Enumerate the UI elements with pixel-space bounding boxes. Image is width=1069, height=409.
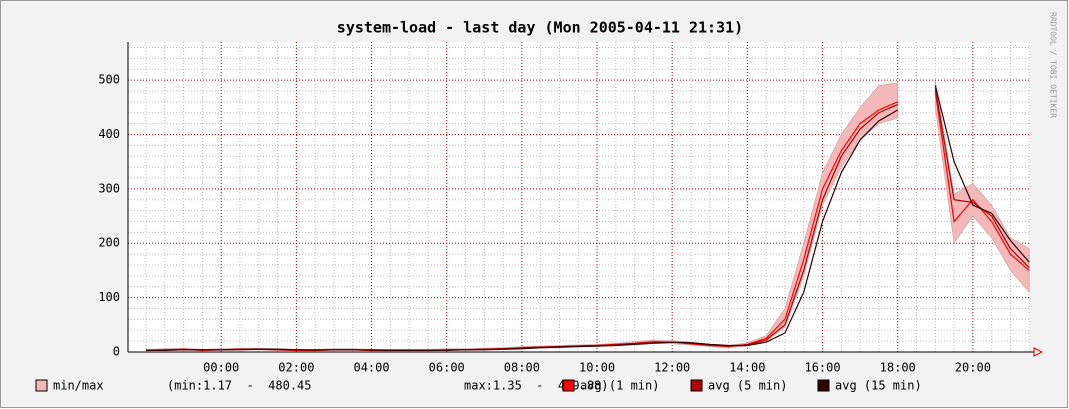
x-tick-label: 08:00 xyxy=(504,361,540,375)
legend-stat: (min:1.17 - 480.45 xyxy=(167,379,312,393)
x-tick-label: 00:00 xyxy=(203,361,239,375)
x-tick-label: 18:00 xyxy=(880,361,916,375)
y-tick-label: 400 xyxy=(98,127,120,141)
watermark: RRDTOOL / TOBI OETIKER xyxy=(1049,12,1058,118)
x-tick-label: 14:00 xyxy=(729,361,765,375)
legend-label: avg (1 min) xyxy=(580,379,659,393)
x-tick-label: 12:00 xyxy=(654,361,690,375)
legend-swatch xyxy=(35,379,48,392)
axis-arrow xyxy=(1033,347,1044,357)
legend-swatch xyxy=(817,379,830,392)
series-line xyxy=(146,85,1030,351)
x-tick-label: 06:00 xyxy=(429,361,465,375)
x-tick-label: 02:00 xyxy=(278,361,314,375)
min-max-band xyxy=(934,80,1030,293)
legend-label: avg (15 min) xyxy=(835,379,922,393)
legend-swatch xyxy=(562,379,575,392)
x-tick-label: 20:00 xyxy=(955,361,991,375)
y-tick-label: 500 xyxy=(98,73,120,87)
legend-label: min/max xyxy=(53,379,104,393)
chart-title: system-load - last day (Mon 2005-04-11 2… xyxy=(337,19,743,37)
y-tick-label: 300 xyxy=(98,181,120,195)
y-tick-label: 200 xyxy=(98,236,120,250)
y-tick-label: 100 xyxy=(98,290,120,304)
legend-label: avg (5 min) xyxy=(708,379,787,393)
y-tick-label: 0 xyxy=(113,345,120,359)
legend-swatch xyxy=(690,379,703,392)
x-tick-label: 10:00 xyxy=(579,361,615,375)
x-tick-label: 04:00 xyxy=(353,361,389,375)
x-tick-label: 16:00 xyxy=(804,361,840,375)
